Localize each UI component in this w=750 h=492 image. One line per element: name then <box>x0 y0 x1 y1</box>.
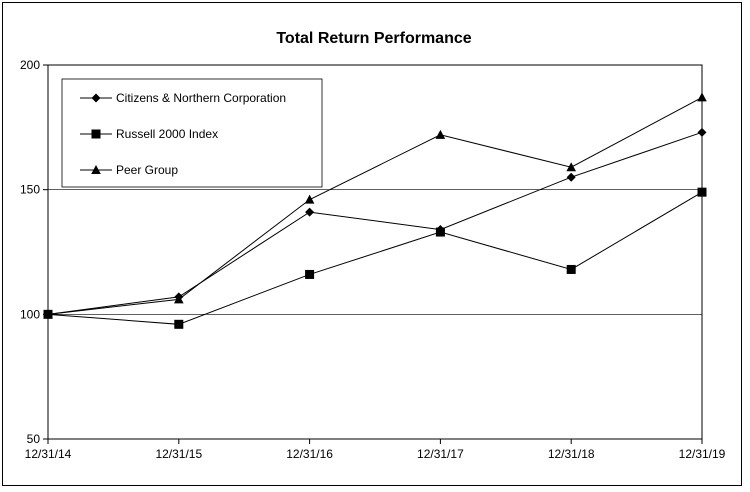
series-layer <box>43 92 707 329</box>
legend: Citizens & Northern Corporation Russell 2… <box>61 78 323 188</box>
data-point <box>305 269 315 279</box>
series-line <box>47 191 703 325</box>
series-line <box>47 96 703 315</box>
legend-marker <box>91 93 101 103</box>
data-point <box>697 127 707 137</box>
data-point <box>566 172 576 182</box>
series-line <box>47 131 703 315</box>
data-point <box>174 319 184 329</box>
chart-title: Total Return Performance <box>276 30 471 47</box>
legend-label: Peer Group <box>116 163 178 177</box>
series-1 <box>43 187 707 329</box>
series-2 <box>43 92 707 319</box>
legend-marker <box>91 129 101 139</box>
y-tick-label: 150 <box>20 183 40 197</box>
data-point <box>435 227 445 237</box>
legend-box <box>61 78 323 188</box>
plot-area <box>47 64 703 440</box>
data-point <box>697 187 707 197</box>
grid-lines <box>48 189 702 315</box>
legend-item: Peer Group <box>80 163 178 177</box>
y-tick-label: 50 <box>27 432 41 446</box>
data-point <box>305 207 315 217</box>
x-tick-label: 12/31/14 <box>25 447 72 461</box>
y-axis: 50 100 150 200 <box>20 58 48 446</box>
x-axis: 12/31/14 12/31/15 12/31/16 12/31/17 12/31/18… <box>25 439 726 461</box>
data-point <box>697 92 707 102</box>
legend-label: Citizens & Northern Corporation <box>116 91 286 105</box>
data-point <box>566 264 576 274</box>
y-tick-label: 200 <box>20 58 40 72</box>
x-tick-label: 12/31/15 <box>155 447 202 461</box>
legend-label: Russell 2000 Index <box>116 127 218 141</box>
x-tick-label: 12/31/16 <box>286 447 333 461</box>
legend-item: Citizens & Northern Corporation <box>80 91 286 105</box>
data-point <box>566 162 576 172</box>
data-point <box>304 194 315 204</box>
data-point <box>43 309 53 319</box>
data-point <box>174 294 184 304</box>
x-tick-label: 12/31/18 <box>548 447 595 461</box>
legend-marker <box>91 165 101 174</box>
legend-item: Russell 2000 Index <box>80 127 218 141</box>
data-point <box>435 129 446 139</box>
y-tick-label: 100 <box>20 307 40 321</box>
x-tick-label: 12/31/19 <box>679 447 726 461</box>
x-tick-label: 12/31/17 <box>417 447 464 461</box>
